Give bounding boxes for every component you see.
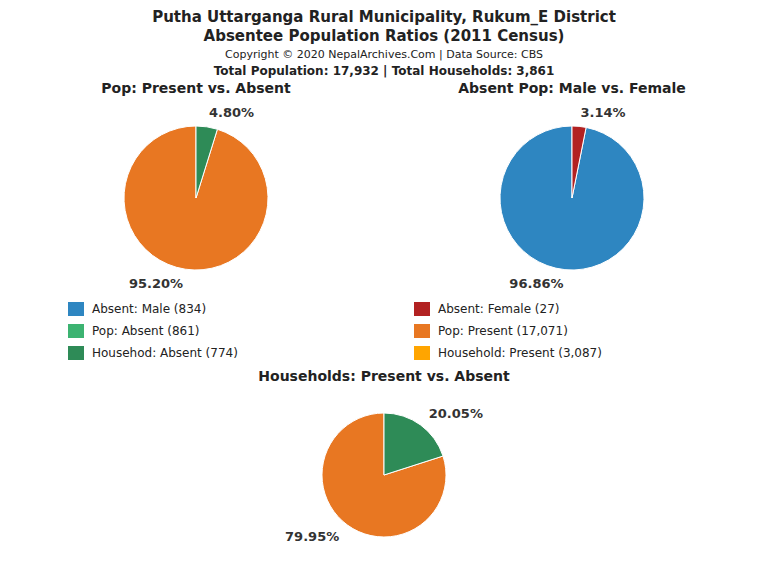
html-text:Household: Present (3,087): Household: Present (3,087) — [438, 346, 602, 360]
html-text:Households: Present vs. Absent: Households: Present vs. Absent — [258, 368, 510, 384]
html-text:Househod: Absent (774): Househod: Absent (774) — [92, 346, 238, 360]
svg-text:96.86%: 96.86% — [509, 276, 563, 291]
html-text:Pop: Absent (861): Pop: Absent (861) — [92, 324, 200, 338]
svg-text:79.95%: 79.95% — [285, 529, 339, 544]
html-text:Copyright © 2020 NepalArchives: Copyright © 2020 NepalArchives.Com | Dat… — [225, 48, 543, 61]
html-text:Total Population: 17,932 | Tot: Total Population: 17,932 | Total Househo… — [213, 64, 555, 78]
html-text:Pop: Present vs. Absent: Pop: Present vs. Absent — [101, 80, 291, 96]
html-text:Absent: Female (27): Absent: Female (27) — [438, 302, 560, 316]
svg-text:3.14%: 3.14% — [580, 105, 625, 120]
svg-text:20.05%: 20.05% — [429, 406, 483, 421]
html-text:Putha Uttarganga Rural Municip: Putha Uttarganga Rural Municipality, Ruk… — [152, 8, 616, 26]
html-text:Absent: Male (834): Absent: Male (834) — [92, 302, 207, 316]
html-text:Pop: Present (17,071): Pop: Present (17,071) — [438, 324, 568, 338]
html-text:Absentee Population Ratios (20: Absentee Population Ratios (2011 Census) — [203, 27, 565, 45]
svg-text:95.20%: 95.20% — [129, 276, 183, 291]
html-text:Absent Pop: Male vs. Female: Absent Pop: Male vs. Female — [458, 80, 686, 96]
svg-text:4.80%: 4.80% — [209, 105, 254, 120]
